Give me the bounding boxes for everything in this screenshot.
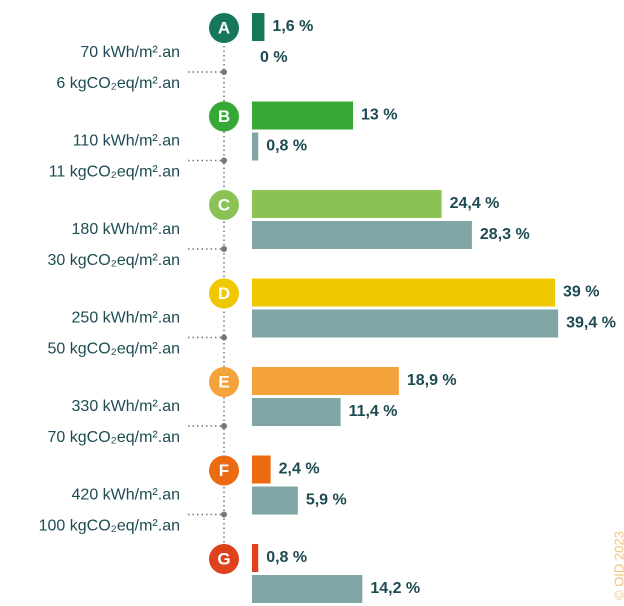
energy-threshold: 70 kWh/m².an bbox=[80, 44, 180, 61]
energy-threshold: 250 kWh/m².an bbox=[72, 310, 180, 327]
value-label: 18,9 % bbox=[407, 372, 457, 389]
class-letter: C bbox=[218, 195, 230, 214]
copyright: © OID 2023 bbox=[611, 531, 624, 600]
value-label: 39,4 % bbox=[566, 315, 616, 332]
bar bbox=[252, 101, 354, 130]
value-label: 11,4 % bbox=[349, 403, 398, 420]
bar bbox=[252, 367, 399, 395]
value-label: 0,8 % bbox=[266, 138, 307, 155]
threshold-dot bbox=[221, 246, 227, 252]
energy-threshold: 330 kWh/m².an bbox=[72, 398, 180, 415]
value-label: 39 % bbox=[563, 284, 599, 301]
threshold-dot bbox=[221, 511, 227, 518]
bar bbox=[252, 221, 472, 249]
value-label: 1,6 % bbox=[272, 18, 313, 35]
class-letter: E bbox=[218, 372, 229, 391]
class-badge bbox=[209, 13, 239, 43]
threshold-dot bbox=[221, 157, 227, 164]
class-badge bbox=[209, 190, 239, 220]
bar bbox=[252, 13, 265, 41]
value-label: 0,8 % bbox=[266, 549, 307, 566]
bar bbox=[252, 398, 341, 426]
bar bbox=[252, 544, 259, 572]
value-label: 28,3 % bbox=[480, 226, 530, 243]
value-label: 13 % bbox=[361, 107, 397, 124]
bar bbox=[252, 486, 298, 515]
bar bbox=[252, 575, 363, 603]
class-letter: D bbox=[218, 284, 230, 303]
class-badge bbox=[209, 544, 239, 574]
ghg-threshold: 6 kgCO₂eq/m².an bbox=[56, 75, 180, 92]
bar bbox=[252, 455, 271, 484]
bar bbox=[252, 190, 442, 218]
value-label: 2,4 % bbox=[279, 461, 320, 478]
bar bbox=[252, 309, 559, 338]
ghg-threshold: 50 kgCO₂eq/m².an bbox=[48, 341, 181, 358]
threshold-dot bbox=[221, 334, 227, 341]
bar bbox=[252, 132, 259, 161]
class-letter: F bbox=[219, 461, 229, 480]
energy-threshold: 110 kWh/m².an bbox=[73, 133, 180, 150]
value-label: 24,4 % bbox=[450, 195, 500, 212]
class-letter: G bbox=[217, 549, 230, 568]
value-label: 0 % bbox=[260, 49, 288, 66]
class-badge bbox=[209, 101, 239, 132]
ghg-threshold: 70 kgCO₂eq/m².an bbox=[48, 429, 181, 446]
energy-threshold: 420 kWh/m².an bbox=[72, 487, 180, 504]
energy-threshold: 180 kWh/m².an bbox=[72, 221, 180, 238]
threshold-dot bbox=[221, 69, 227, 75]
ghg-threshold: 30 kgCO₂eq/m².an bbox=[48, 252, 181, 269]
class-letter: B bbox=[218, 107, 230, 126]
class-badge bbox=[209, 367, 239, 397]
value-label: 14,2 % bbox=[370, 580, 420, 597]
ghg-threshold: 11 kgCO₂eq/m².an bbox=[49, 164, 180, 181]
bar bbox=[252, 278, 556, 307]
ghg-threshold: 100 kgCO₂eq/m².an bbox=[39, 518, 180, 535]
class-badge bbox=[209, 455, 239, 486]
class-badge bbox=[209, 278, 239, 309]
value-label: 5,9 % bbox=[306, 492, 347, 509]
class-letter: A bbox=[218, 18, 230, 37]
threshold-dot bbox=[221, 423, 227, 429]
